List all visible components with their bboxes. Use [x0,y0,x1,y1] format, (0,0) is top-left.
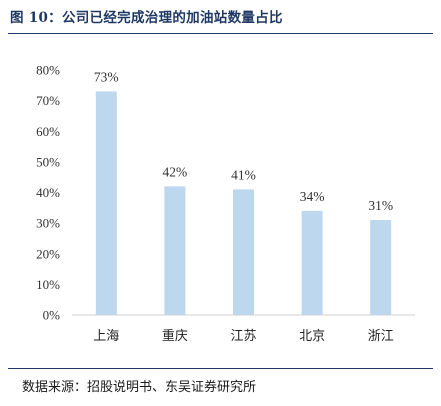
data-labels: 73% 42% 41% 34% 31% [94,69,393,213]
category-label: 北京 [299,329,325,344]
y-tick-label: 0% [43,308,61,323]
y-axis: 0% 10% 20% 30% 40% 50% 60% 70% 80% [36,63,415,323]
data-label: 34% [300,189,325,204]
y-tick-label: 80% [36,63,60,78]
category-label: 浙江 [368,329,394,344]
bar [370,220,392,315]
figure-title: 图 10：公司已经完成治理的加油站数量占比 [10,10,283,26]
y-tick-label: 40% [36,185,60,200]
y-tick-label: 70% [36,93,60,108]
category-label: 江苏 [230,328,256,344]
y-tick-label: 60% [36,124,60,139]
y-tick-label: 10% [36,277,60,292]
bar-series [95,91,392,315]
title-rule [8,33,433,34]
data-label: 41% [231,167,256,182]
data-label: 31% [368,198,393,213]
source-rule [8,368,433,369]
source-note: 数据来源：招股说明书、东吴证券研究所 [22,380,257,395]
category-label: 上海 [93,329,119,344]
y-tick-label: 30% [36,216,60,231]
data-label: 73% [94,69,119,84]
data-label: 42% [163,164,188,179]
bar [164,186,186,315]
y-tick-label: 20% [36,246,60,261]
bar [233,189,254,315]
bar [95,91,117,315]
bar [301,210,323,315]
x-axis: 上海 重庆 江苏 北京 浙江 [93,328,393,344]
y-tick-label: 50% [36,154,60,169]
category-label: 重庆 [162,328,188,344]
bar-chart: 0% 10% 20% 30% 40% 50% 60% 70% 80% 73% 42% 41% 34% 3… [36,63,415,344]
